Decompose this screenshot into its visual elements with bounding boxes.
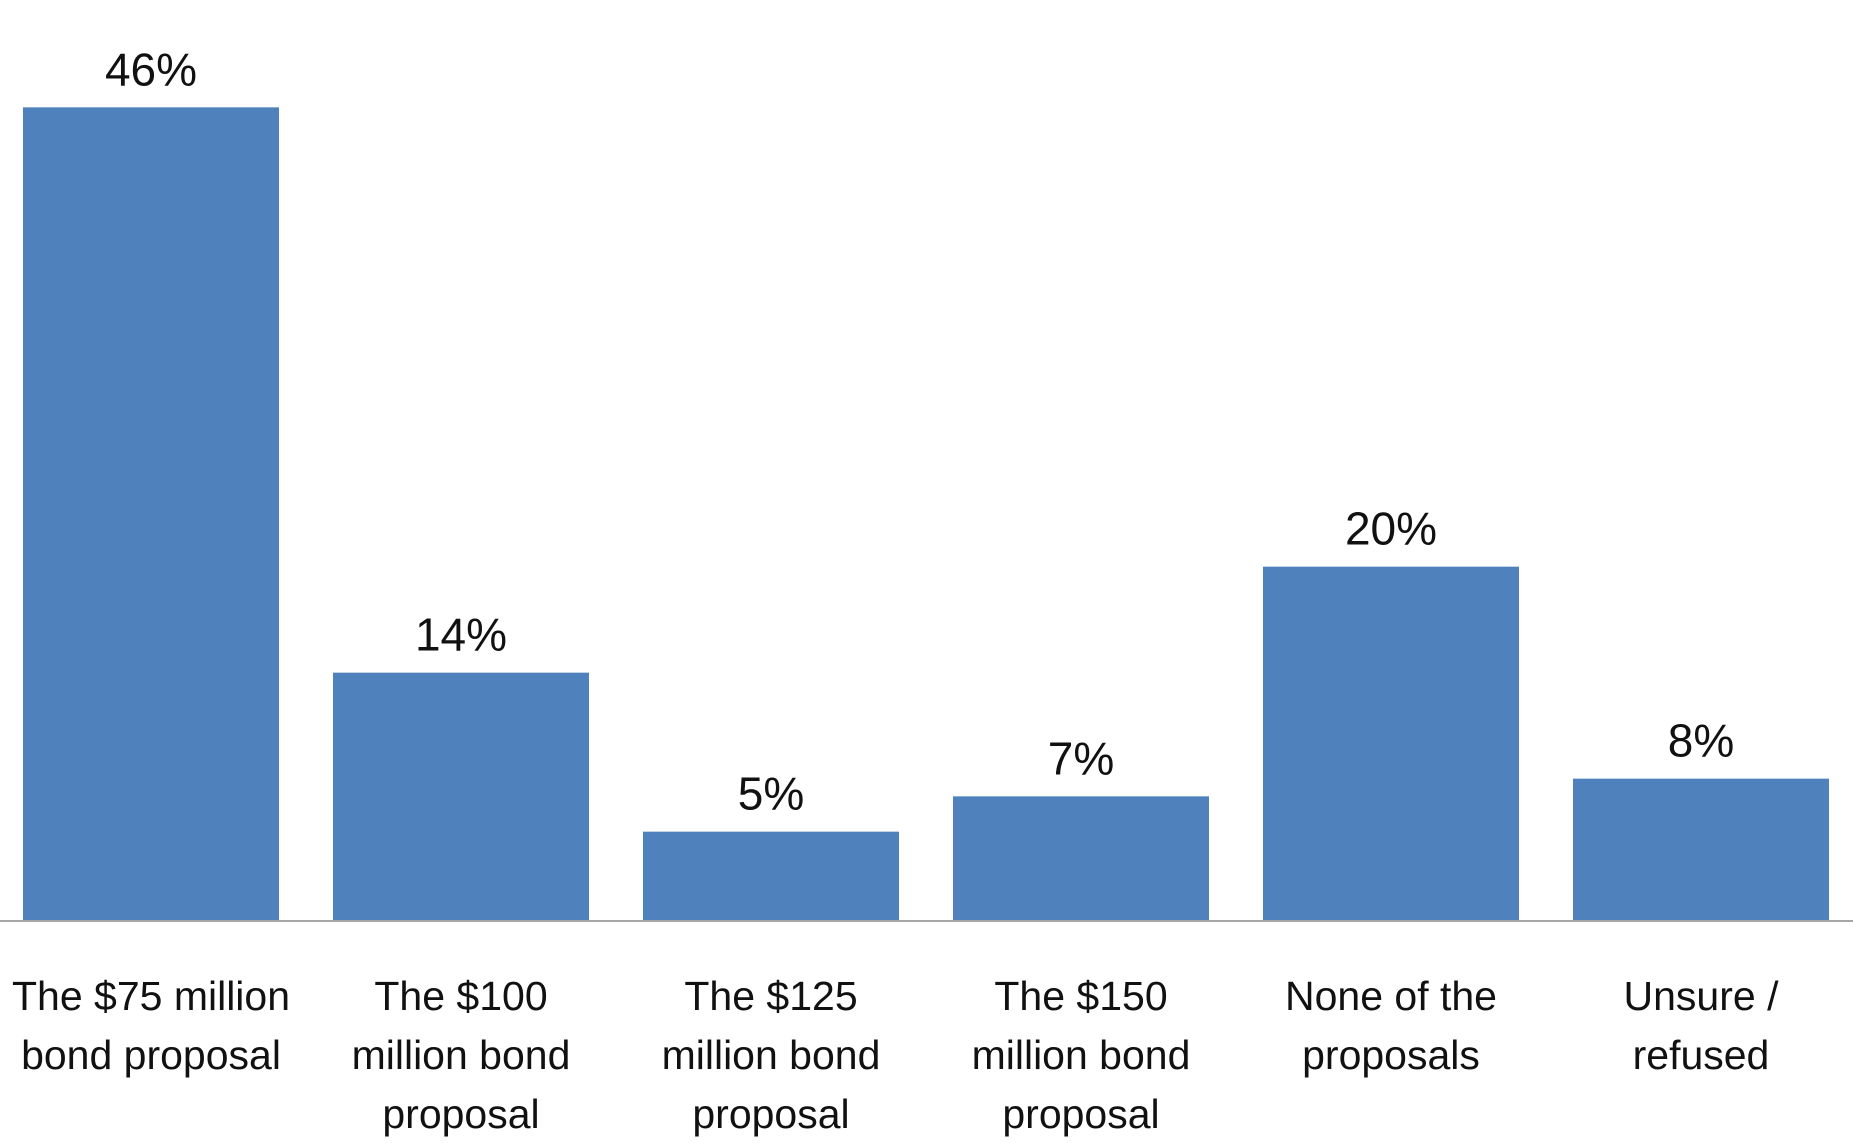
data-labels-layer: 46% 14% 5% 7% 20% 8% [105,43,1734,819]
category-label-line: The $150 [994,973,1167,1019]
bar [1263,566,1519,920]
bar-value-label: 20% [1345,503,1437,555]
category-label: The $125 million bond proposal [662,973,881,1137]
category-label-line: refused [1633,1032,1770,1078]
category-label: The $100 million bond proposal [352,973,571,1137]
category-label-line: million bond [972,1032,1191,1078]
category-label-line: million bond [352,1032,571,1078]
bar [1573,778,1829,920]
bar [953,796,1209,920]
category-label-line: The $125 [684,973,857,1019]
bar [643,831,899,920]
bars-layer [23,107,1829,921]
bar-value-label: 14% [415,609,507,661]
category-label-line: The $100 [374,973,547,1019]
category-label-line: None of the [1285,973,1497,1019]
category-label: None of the proposals [1285,973,1497,1078]
bar-value-label: 8% [1668,715,1734,767]
category-label: The $75 million bond proposal [12,973,290,1078]
category-label-line: The $75 million [12,973,290,1019]
bar-value-label: 7% [1048,732,1114,784]
category-labels-layer: The $75 million bond proposal The $100 mill… [12,973,1779,1137]
bar-value-label: 46% [105,43,197,95]
category-label-line: proposals [1302,1032,1480,1078]
category-label: The $150 million bond proposal [972,973,1191,1137]
category-label-line: proposal [692,1091,849,1137]
category-label-line: proposal [1002,1091,1159,1137]
category-label-line: bond proposal [21,1032,281,1078]
bar-value-label: 5% [738,768,804,820]
bar [23,107,279,921]
bar [333,672,589,920]
category-label: Unsure / refused [1624,973,1780,1078]
category-label-line: Unsure / [1624,973,1780,1019]
category-label-line: proposal [382,1091,539,1137]
category-label-line: million bond [662,1032,881,1078]
